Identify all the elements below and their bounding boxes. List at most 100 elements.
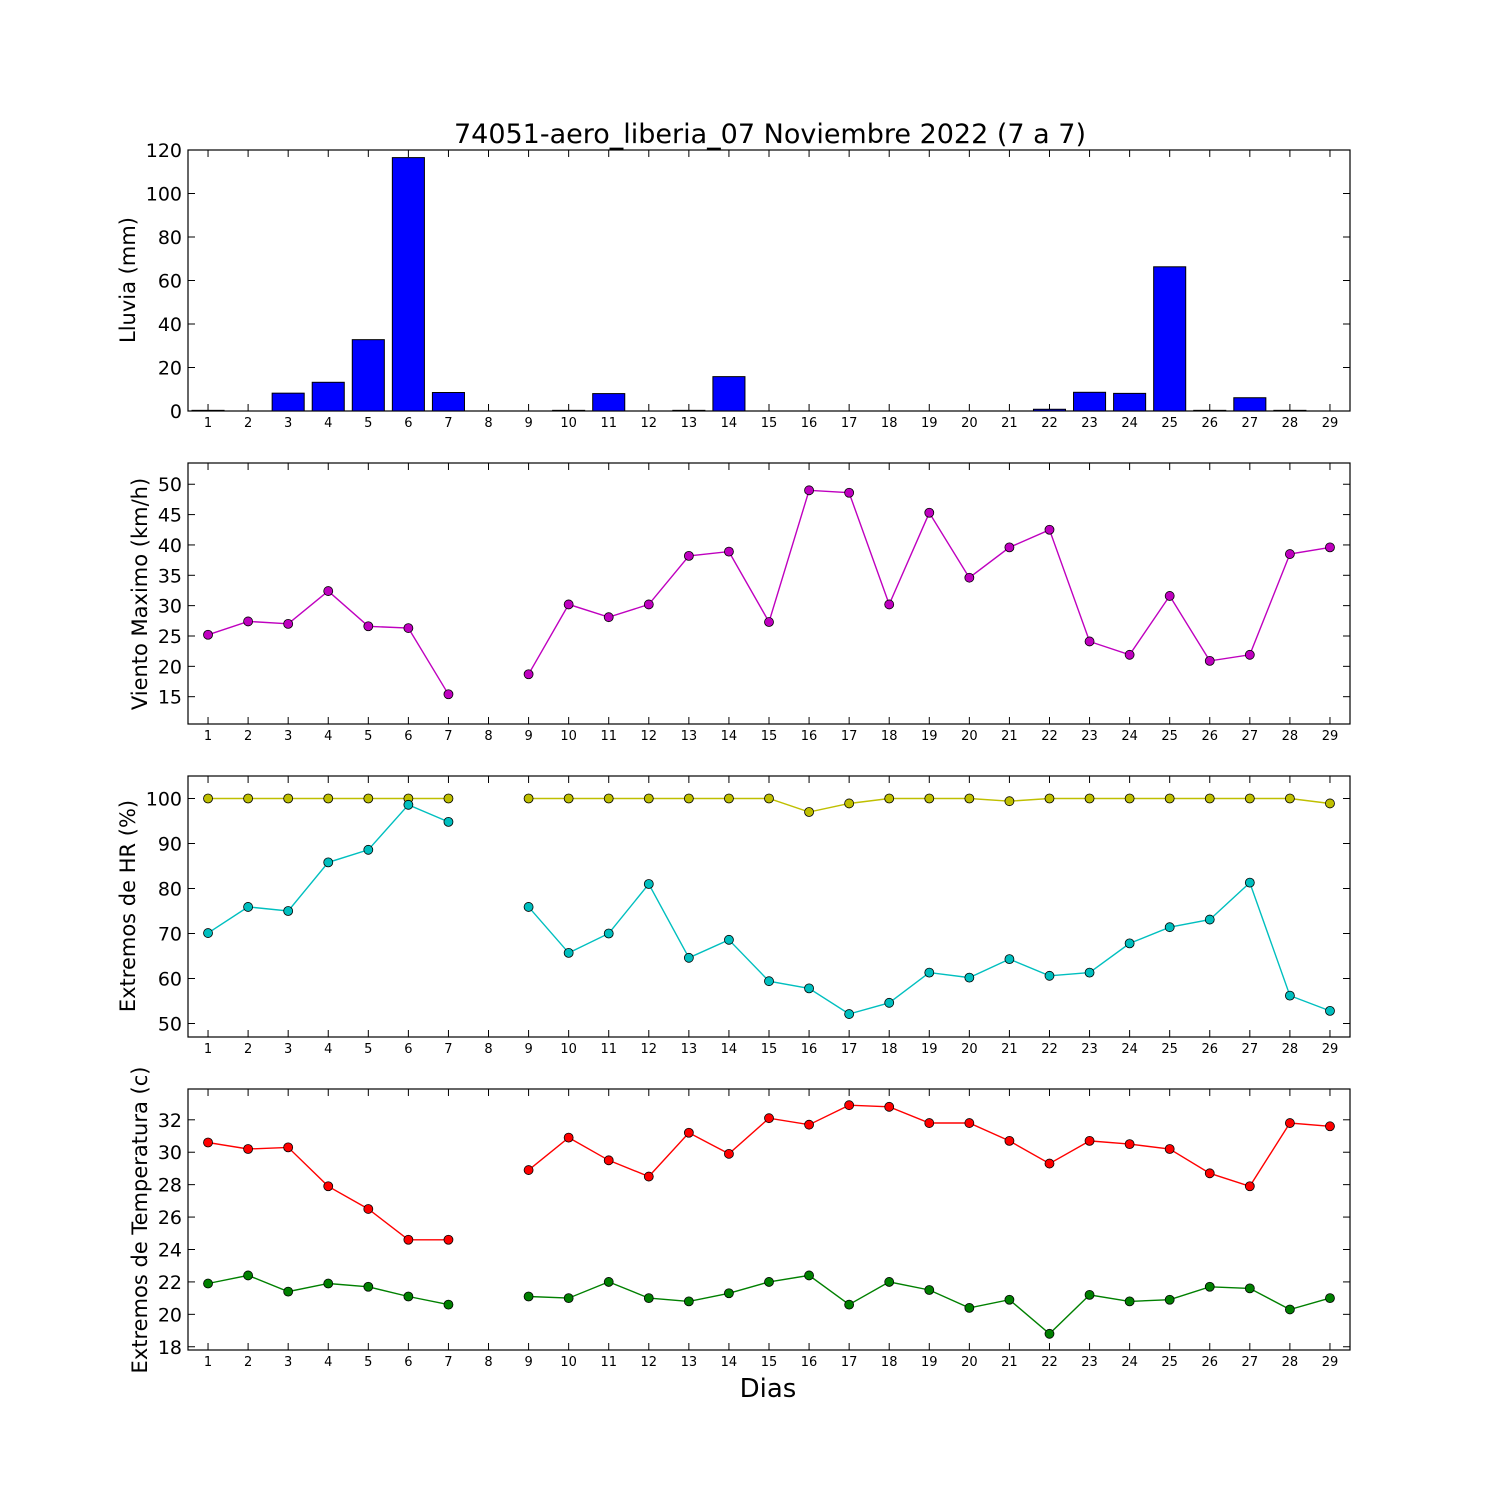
series-line <box>207 803 449 934</box>
data-point <box>243 1270 254 1281</box>
y-tick-label: 100 <box>146 184 182 206</box>
x-tick-label: 19 <box>921 729 938 744</box>
data-point <box>1044 1158 1055 1169</box>
x-tick-label: 2 <box>244 1355 252 1370</box>
data-point <box>1084 636 1095 647</box>
data-point <box>844 1100 855 1111</box>
y-tick-label: 20 <box>158 1304 182 1326</box>
x-tick-label: 6 <box>404 1042 412 1057</box>
x-tick-label: 29 <box>1322 729 1339 744</box>
data-point <box>1124 938 1135 949</box>
x-tick-label: 24 <box>1121 729 1138 744</box>
x-tick-label: 28 <box>1282 729 1299 744</box>
data-point <box>1084 793 1095 804</box>
x-tick-label: 11 <box>600 1042 617 1057</box>
x-tick-label: 18 <box>881 1355 898 1370</box>
data-point <box>924 1285 935 1295</box>
data-point <box>964 1302 975 1313</box>
x-tick-label: 12 <box>641 729 658 744</box>
data-point <box>563 793 574 804</box>
data-point <box>964 1118 975 1128</box>
data-point <box>643 599 654 610</box>
x-tick-label: 20 <box>961 729 978 744</box>
x-tick-label: 3 <box>284 416 292 431</box>
x-tick-label: 7 <box>444 416 452 431</box>
x-tick-label: 25 <box>1161 729 1178 744</box>
x-tick-label: 5 <box>364 416 372 431</box>
bar <box>1032 408 1067 412</box>
data-point <box>283 793 294 804</box>
x-tick-label: 19 <box>921 416 938 431</box>
x-tick-label: 22 <box>1041 1355 1058 1370</box>
y-tick-label: 90 <box>158 834 182 856</box>
x-tick-label: 13 <box>681 416 698 431</box>
x-tick-label: 16 <box>801 729 818 744</box>
data-point <box>1044 793 1055 804</box>
y-axis-label: Viento Maximo (km/h) <box>128 478 152 710</box>
x-axis-label: Dias <box>740 1374 797 1404</box>
series-line <box>527 489 1331 675</box>
data-point <box>1124 1139 1135 1150</box>
x-tick-label: 16 <box>801 1042 818 1057</box>
data-point <box>884 599 895 610</box>
x-tick-label: 28 <box>1282 1355 1299 1370</box>
x-tick-label: 7 <box>444 1355 452 1370</box>
x-tick-label: 1 <box>204 729 212 744</box>
data-point <box>1204 1168 1215 1179</box>
data-point <box>203 1278 213 1289</box>
x-tick-label: 13 <box>681 1355 698 1370</box>
axes-frame <box>187 462 1351 725</box>
y-tick-label: 30 <box>158 596 182 618</box>
data-point <box>283 906 294 916</box>
x-tick-label: 5 <box>364 729 372 744</box>
y-tick-label: 24 <box>158 1239 182 1261</box>
x-tick-label: 20 <box>961 1042 978 1057</box>
x-tick-label: 29 <box>1322 1355 1339 1370</box>
data-point <box>203 793 213 804</box>
x-tick-label: 14 <box>721 416 738 431</box>
x-tick-label: 15 <box>761 1042 778 1057</box>
data-point <box>603 1155 614 1166</box>
x-tick-label: 17 <box>841 1042 858 1057</box>
x-tick-label: 22 <box>1041 416 1058 431</box>
data-point <box>1164 922 1175 933</box>
x-tick-label: 9 <box>524 729 532 744</box>
bar <box>672 409 706 412</box>
y-tick-label: 20 <box>158 358 182 380</box>
x-tick-label: 10 <box>560 416 577 431</box>
x-tick-label: 12 <box>641 416 658 431</box>
x-tick-label: 27 <box>1242 729 1259 744</box>
x-tick-label: 1 <box>204 1355 212 1370</box>
data-point <box>1044 524 1055 535</box>
data-point <box>964 793 975 804</box>
data-point <box>1325 1121 1335 1132</box>
data-point <box>844 798 855 809</box>
x-tick-label: 8 <box>484 416 492 431</box>
x-tick-label: 15 <box>761 1355 778 1370</box>
axes-frame <box>187 1088 1351 1351</box>
data-point <box>1124 793 1135 804</box>
x-tick-label: 17 <box>841 1355 858 1370</box>
x-tick-label: 24 <box>1121 1042 1138 1057</box>
bar <box>351 339 385 412</box>
y-tick-label: 45 <box>158 505 182 527</box>
data-point <box>603 612 614 623</box>
data-point <box>804 1270 814 1281</box>
axes-frame <box>187 775 1351 1038</box>
x-tick-label: 17 <box>841 416 858 431</box>
data-point <box>563 599 574 610</box>
data-point <box>603 793 614 804</box>
data-point <box>683 952 694 963</box>
data-point <box>323 793 334 804</box>
data-point <box>804 983 814 994</box>
x-tick-label: 22 <box>1041 1042 1058 1057</box>
x-tick-label: 2 <box>244 729 252 744</box>
y-tick-label: 60 <box>158 969 182 991</box>
data-point <box>1164 1294 1175 1305</box>
x-tick-label: 14 <box>721 729 738 744</box>
x-tick-label: 9 <box>524 1042 532 1057</box>
data-point <box>1325 1293 1335 1304</box>
